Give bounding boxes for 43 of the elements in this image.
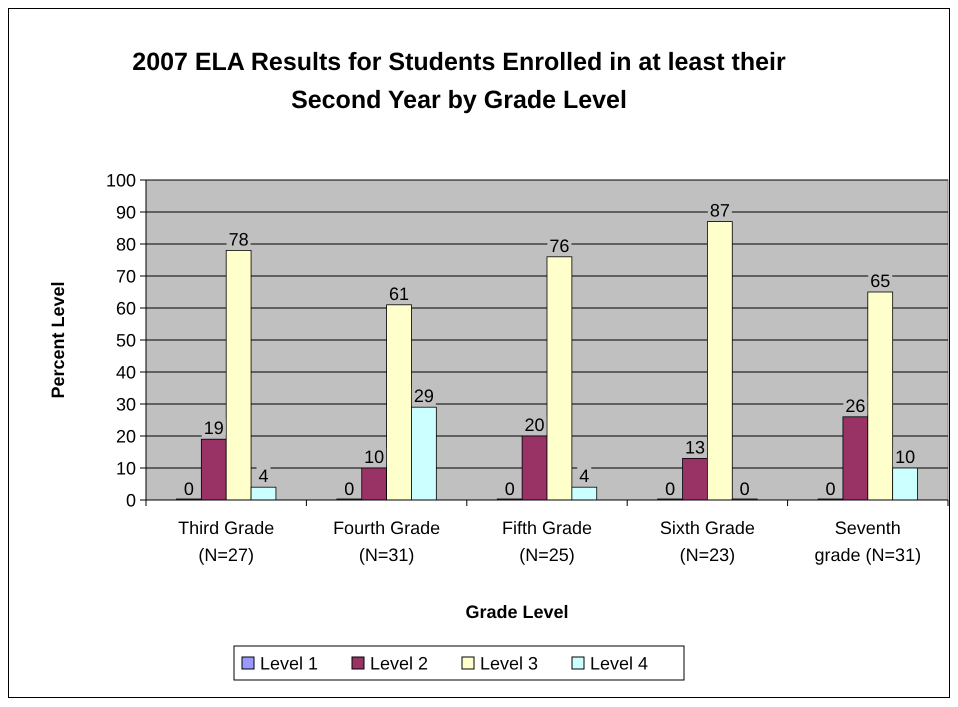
data-label: 10 [364,447,384,467]
y-tick-label: 60 [116,298,136,318]
y-tick-label: 100 [106,170,136,190]
x-tick-label: Third Grade (N=27) [178,518,274,565]
data-label: 65 [870,271,890,291]
data-label: 19 [204,418,224,438]
x-tick-label: Sixth Grade (N=23) [660,518,755,565]
y-tick-label: 90 [116,202,136,222]
data-label: 0 [504,479,515,499]
y-tick-label: 30 [116,394,136,414]
data-label: 10 [895,447,916,467]
y-tick-label: 10 [116,458,136,478]
legend-label: Level 2 [370,653,428,674]
x-tick-label: Seventh grade (N=31) [814,518,922,565]
x-axis-title: Grade Level [465,602,569,622]
y-tick-label: 70 [116,266,136,286]
data-label: 13 [684,437,705,458]
data-label: 78 [228,229,249,250]
x-tick-label: Fourth Grade (N=31) [333,518,440,565]
data-label: 4 [258,466,268,486]
y-tick-label: 80 [116,234,136,254]
data-label: 4 [579,466,590,486]
x-tick-label: Fifth Grade (N=25) [502,518,592,565]
y-tick-label: 40 [116,362,136,382]
data-label: 87 [710,200,730,221]
data-label: 0 [344,479,354,499]
data-label: 20 [524,415,545,435]
y-tick-label: 20 [116,426,136,446]
data-label: 26 [845,396,866,416]
data-label: 0 [184,479,194,499]
data-label: 61 [389,284,410,304]
data-label: 0 [826,479,836,499]
y-tick-label: 0 [126,490,136,510]
legend-label: Level 1 [260,653,318,674]
y-axis-title: Percent Level [48,281,68,399]
legend-label: Level 3 [480,653,538,674]
chart-title: 2007 ELA Results for Students Enrolled in at least their Second Year by Grade Level [132,48,786,114]
legend-label: Level 4 [590,653,648,674]
data-label: 29 [414,386,434,406]
data-label: 76 [549,236,570,256]
y-tick-label: 50 [116,330,136,350]
data-label: 0 [665,479,676,499]
data-label: 0 [740,479,750,499]
